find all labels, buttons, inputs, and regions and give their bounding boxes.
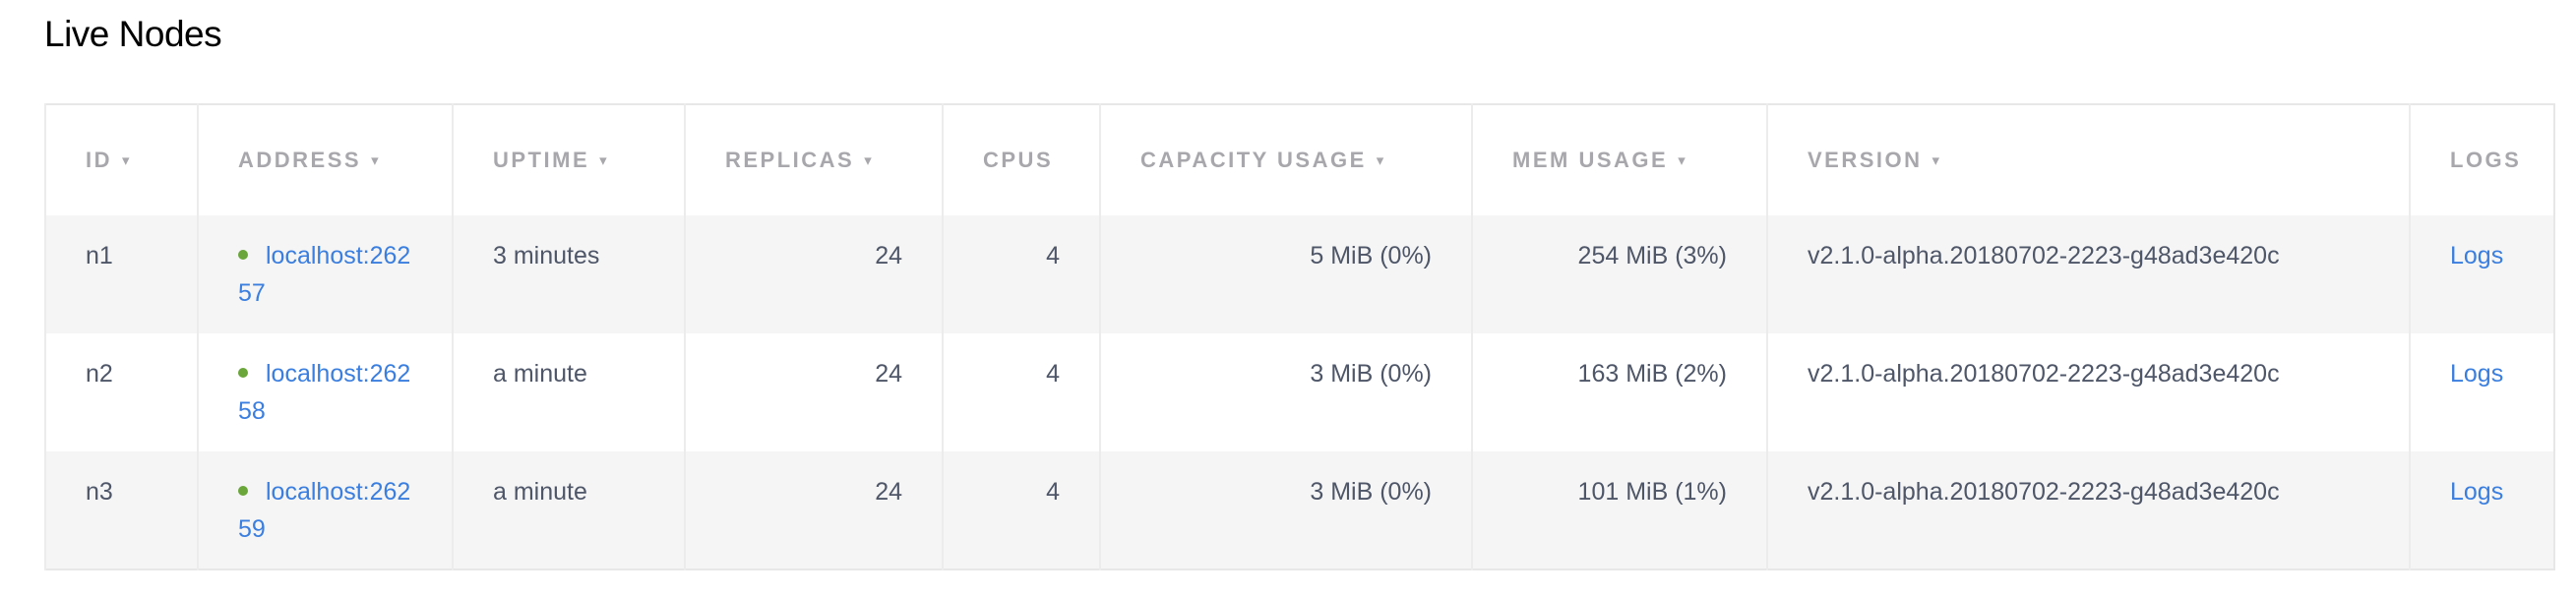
node-address-cell: localhost:26259: [197, 451, 453, 569]
node-address-link[interactable]: localhost:26257: [238, 242, 411, 307]
node-capacity-usage: 3 MiB (0%): [1099, 451, 1472, 569]
node-mem-usage: 163 MiB (2%): [1471, 333, 1767, 451]
table-row: n1 localhost:26257 3 minutes 24 4 5 MiB (0%) 2…: [44, 215, 2554, 333]
node-address-cell: localhost:26257: [197, 215, 453, 333]
logs-link[interactable]: Logs: [2450, 360, 2504, 388]
node-version: v2.1.0-alpha.20180702-2223-g48ad3e420c: [1766, 333, 2410, 451]
node-mem-usage: 254 MiB (3%): [1471, 215, 1767, 333]
table-row: n3 localhost:26259 a minute 24 4 3 MiB (0%) 10…: [44, 451, 2554, 569]
node-cpus: 4: [942, 451, 1100, 569]
logs-link[interactable]: Logs: [2450, 478, 2504, 506]
column-header-uptime[interactable]: UPTIME ▾: [452, 104, 685, 215]
sort-caret-icon[interactable]: ▾: [864, 152, 875, 169]
node-uptime: a minute: [452, 333, 685, 451]
column-header-replicas[interactable]: REPLICAS ▾: [684, 104, 943, 215]
live-status-dot-icon: [238, 368, 248, 378]
node-uptime: a minute: [452, 451, 685, 569]
column-header-label: MEM USAGE: [1512, 148, 1669, 172]
node-version: v2.1.0-alpha.20180702-2223-g48ad3e420c: [1766, 451, 2410, 569]
header-row: ID ▾ ADDRESS ▾ UPTIME ▾ REPLICAS ▾ CPUS CAPACITY …: [44, 104, 2554, 215]
node-replicas: 24: [684, 215, 943, 333]
node-address-link[interactable]: localhost:26258: [238, 360, 411, 425]
node-mem-usage: 101 MiB (1%): [1471, 451, 1767, 569]
node-cpus: 4: [942, 215, 1100, 333]
live-nodes-table: ID ▾ ADDRESS ▾ UPTIME ▾ REPLICAS ▾ CPUS CAPACITY …: [44, 103, 2555, 570]
node-version: v2.1.0-alpha.20180702-2223-g48ad3e420c: [1766, 215, 2410, 333]
column-header-cpus: CPUS: [942, 104, 1100, 215]
sort-caret-icon[interactable]: ▾: [1376, 152, 1386, 169]
column-header-label: UPTIME: [493, 148, 590, 172]
logs-link[interactable]: Logs: [2450, 242, 2504, 269]
node-uptime: 3 minutes: [452, 215, 685, 333]
sort-caret-icon[interactable]: ▾: [122, 152, 133, 169]
node-address-link[interactable]: localhost:26259: [238, 478, 411, 543]
column-header-mem-usage[interactable]: MEM USAGE ▾: [1471, 104, 1767, 215]
node-id: n3: [44, 451, 198, 569]
column-header-label: VERSION: [1808, 148, 1923, 172]
column-header-label: ADDRESS: [238, 148, 362, 172]
column-header-label: ID: [86, 148, 112, 172]
column-header-label: REPLICAS: [725, 148, 855, 172]
column-header-version[interactable]: VERSION ▾: [1766, 104, 2410, 215]
node-address-cell: localhost:26258: [197, 333, 453, 451]
table-row: n2 localhost:26258 a minute 24 4 3 MiB (0%) 16…: [44, 333, 2554, 451]
sort-caret-icon[interactable]: ▾: [1932, 152, 1942, 169]
node-cpus: 4: [942, 333, 1100, 451]
page-title: Live Nodes: [44, 14, 222, 54]
node-id: n2: [44, 333, 198, 451]
node-capacity-usage: 5 MiB (0%): [1099, 215, 1472, 333]
node-logs-cell: Logs: [2409, 451, 2554, 569]
sort-caret-icon[interactable]: ▾: [1678, 152, 1688, 169]
column-header-label: LOGS: [2450, 148, 2522, 172]
node-logs-cell: Logs: [2409, 215, 2554, 333]
sort-caret-icon[interactable]: ▾: [599, 152, 610, 169]
node-capacity-usage: 3 MiB (0%): [1099, 333, 1472, 451]
column-header-id[interactable]: ID ▾: [44, 104, 198, 215]
column-header-label: CAPACITY USAGE: [1140, 148, 1367, 172]
live-status-dot-icon: [238, 486, 248, 496]
node-replicas: 24: [684, 451, 943, 569]
live-status-dot-icon: [238, 250, 248, 260]
sort-caret-icon[interactable]: ▾: [371, 152, 382, 169]
node-logs-cell: Logs: [2409, 333, 2554, 451]
column-header-label: CPUS: [983, 148, 1054, 172]
column-header-logs: LOGS: [2409, 104, 2554, 215]
column-header-address[interactable]: ADDRESS ▾: [197, 104, 453, 215]
node-id: n1: [44, 215, 198, 333]
column-header-capacity-usage[interactable]: CAPACITY USAGE ▾: [1099, 104, 1472, 215]
node-replicas: 24: [684, 333, 943, 451]
